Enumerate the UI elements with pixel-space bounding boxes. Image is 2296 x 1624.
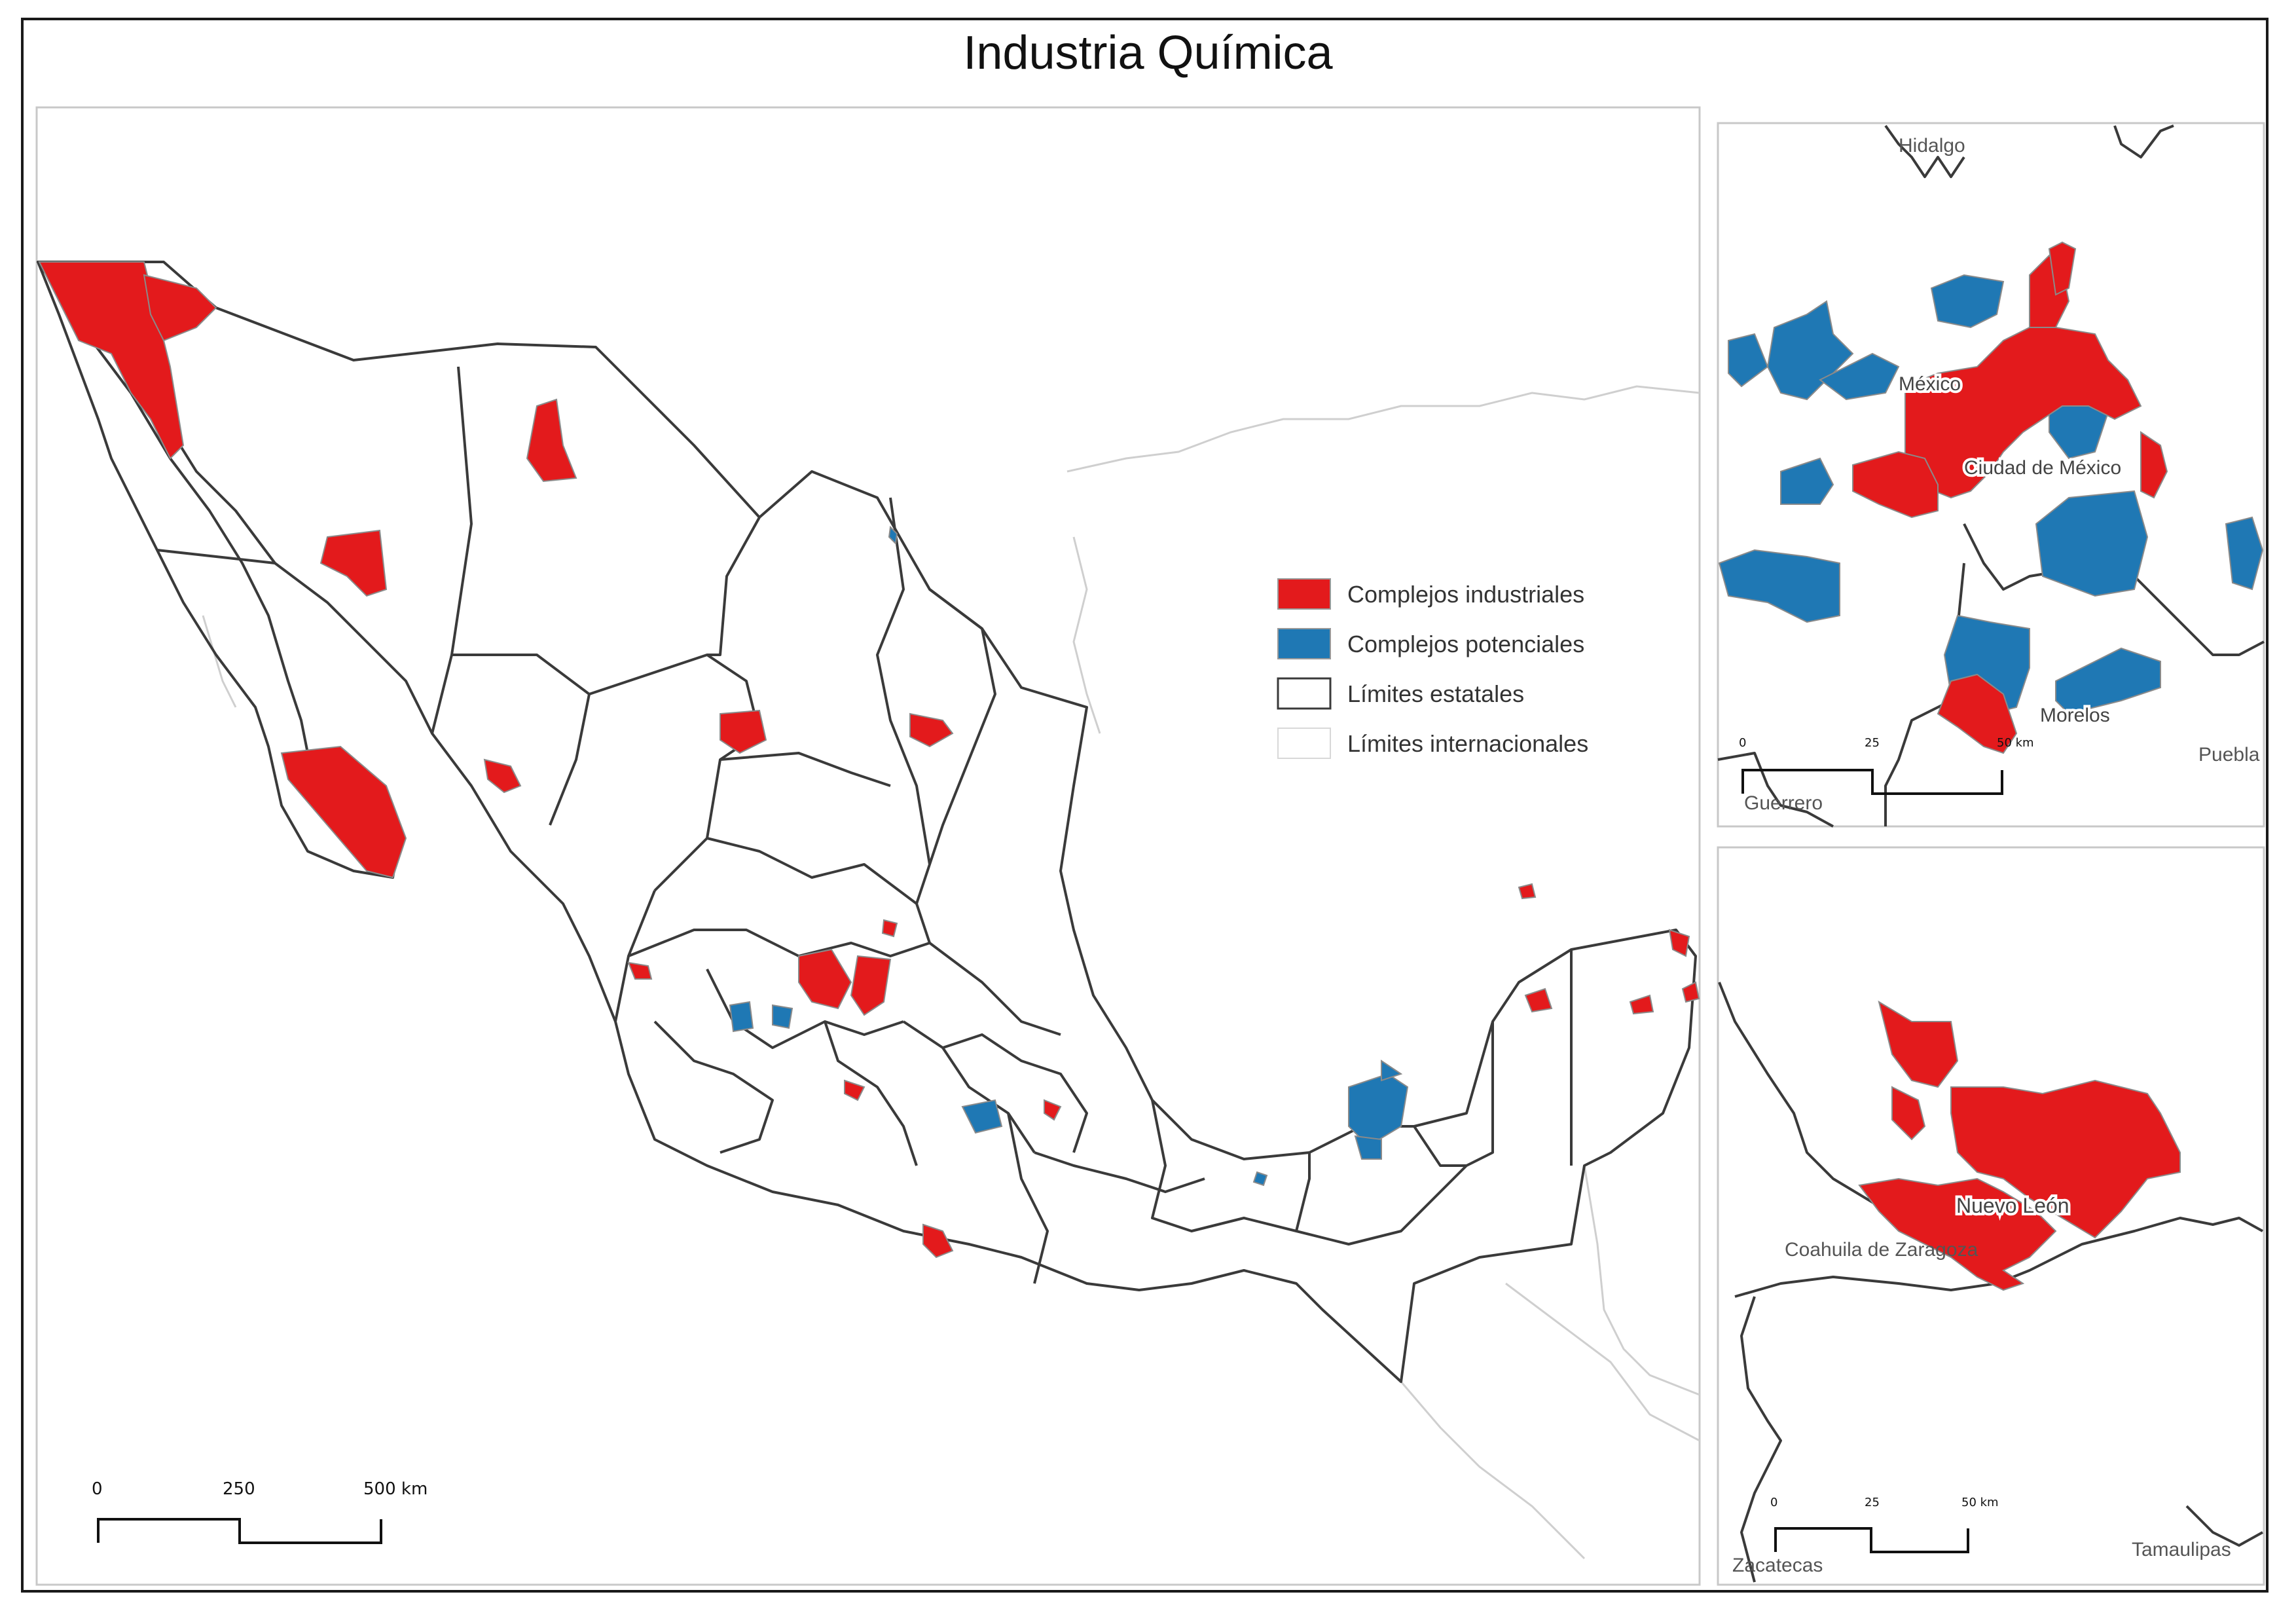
inset-cdmx: Hidalgo México Ciudad de México Morelos … [1717,122,2265,828]
inset-label-mexico: México [1899,373,1961,395]
legend-swatch-intl-border [1277,728,1331,759]
potential-area-cdmx [961,1099,1003,1134]
industrial-area-queretaro [1044,1099,1062,1121]
inset-industrial-west [1852,451,1939,519]
map-frame [21,18,2269,1593]
inset-nl-area-southwest [1858,1177,2057,1291]
industrial-area-cancun-2 [1681,981,1700,1003]
industrial-area-los-mochis [483,758,522,794]
inset-label-guerrero: Guerrero [1744,792,1823,814]
industrial-area-cancun [1668,929,1690,957]
inset-label-nuevo-leon: Nuevo León [1956,1194,2069,1217]
scale-tick-500: 500 km [363,1479,428,1499]
inset-label-tamaulipas: Tamaulipas [2132,1539,2231,1560]
industrial-area-la-paz [280,745,407,879]
legend-swatch-state-border [1277,677,1332,710]
inset-nl-area-north [1878,1000,1959,1088]
legend-label-potential: Complejos potenciales [1347,631,1584,657]
industrial-area-tampico [1518,883,1537,900]
inset-cdmx-industrial [1852,241,2168,754]
inset-cdmx-scale-tick-0: 0 [1739,736,1746,750]
inset-industrial-south [1937,673,2018,754]
inset-nl-scale-tick-0: 0 [1770,1496,1777,1509]
legend-swatch-industrial [1277,578,1331,610]
inset-nl-scale-tick-25: 25 [1865,1496,1880,1509]
industrial-area-tijuana [38,261,185,460]
inset-label-coahuila: Coahuila de Zaragoza [1785,1239,1978,1261]
industrial-area-zacatecas [881,919,898,938]
industrial-complexes [38,261,1700,1259]
inset-nl-scale-bar: 0 25 50 km [1770,1496,1999,1553]
inset-nuevo-leon: Nuevo León Coahuila de Zaragoza Zacateca… [1717,846,2265,1586]
industrial-area-ags-slp [798,948,852,1010]
main-map-panel [35,106,1701,1586]
legend-label-industrial: Complejos industriales [1347,581,1584,608]
inset-label-zacatecas: Zacatecas [1732,1555,1823,1576]
potential-area-coatzacoalcos [1252,1171,1268,1187]
industrial-area-torreon [720,709,767,754]
industrial-area-acapulco [922,1223,954,1259]
potential-area-villahermosa [1354,1135,1382,1160]
inset-label-morelos: Morelos [2040,705,2110,726]
inset-industrial-tip [2048,241,2077,296]
inset-label-puebla: Puebla [2198,744,2260,766]
legend: Complejos industriales Complejos potenci… [1277,578,1588,759]
inset-potential-d [1930,274,2005,329]
map-title: Industria Química [963,27,1333,79]
inset-nl-scale-tick-50: 50 km [1961,1496,1999,1509]
inset-nl-industrial [1858,1000,2181,1291]
inset-cdmx-scale-tick-25: 25 [1865,736,1880,750]
inset-potential-g [2035,490,2149,597]
industrial-area-merida [1524,987,1553,1013]
potential-area-guadalajara [729,1001,754,1033]
inset-potential-k [2225,516,2264,591]
inset-label-cdmx: Ciudad de México [1964,457,2121,479]
industrial-area-chihuahua [526,398,577,483]
legend-swatch-potential [1277,628,1331,659]
industrial-area-monterrey [909,712,954,748]
potential-area-campeche [1381,1060,1403,1082]
inset-potential-j [2055,647,2161,715]
inset-industrial-east [2140,431,2168,499]
inset-nl-borders [1718,982,2263,1583]
inset-potential-c [1819,352,1900,401]
inset-cdmx-scale-bar: 0 25 50 km [1739,736,2034,795]
industrial-area-mazatlan [627,961,653,980]
international-borders [202,385,1700,1560]
potential-complexes [729,525,1409,1187]
inset-label-hidalgo: Hidalgo [1899,135,1965,157]
inset-potential-f [1780,457,1834,505]
legend-label-intl-border: Límites internacionales [1347,730,1588,757]
inset-nl-area-west [1891,1086,1926,1141]
baja-outline [37,261,401,879]
industrial-area-guanajuato [844,1079,866,1101]
scale-tick-250: 250 [223,1479,255,1499]
industrial-area-mexicali [143,274,217,342]
industrial-area-valladolid [1629,994,1654,1015]
inset-potential-a [1728,333,1769,388]
scale-tick-0: 0 [92,1479,103,1499]
main-scale-bar: 0 250 500 km [92,1479,428,1544]
legend-label-state-border: Límites estatales [1347,680,1524,707]
inset-nl-area-main [1950,1079,2181,1239]
inset-industrial-main [1904,327,2142,499]
inset-potential-h [1718,549,1840,623]
inset-cdmx-scale-tick-50: 50 km [1997,736,2034,750]
industrial-area-slp [850,955,892,1016]
potential-area-leon [772,1004,793,1029]
industrial-area-hermosillo [319,529,388,597]
state-borders [37,261,1697,1383]
potential-area-reynosa [888,525,898,545]
